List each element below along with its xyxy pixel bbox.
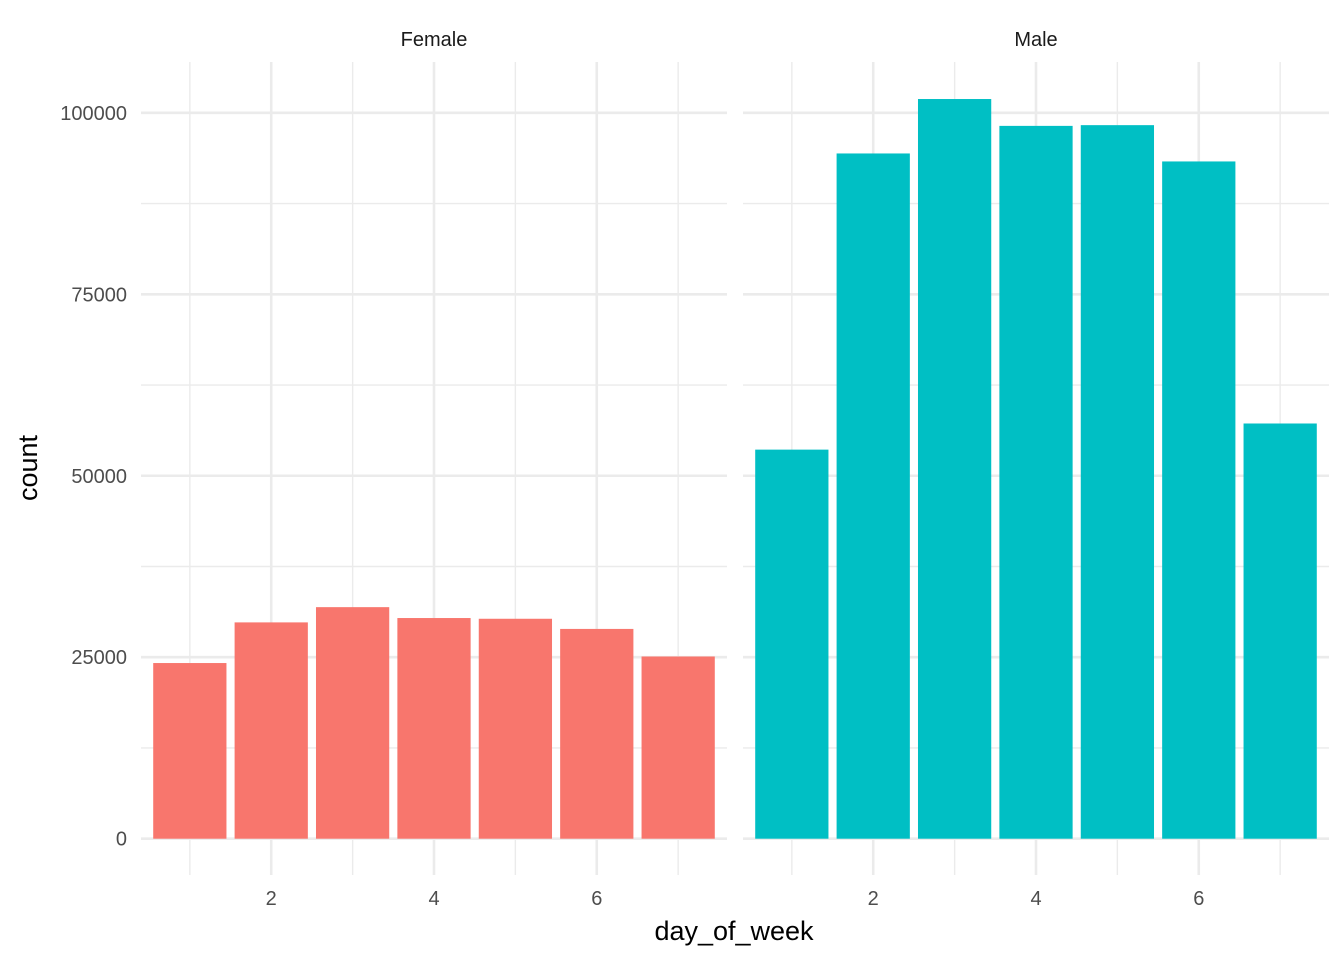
y-tick-label: 100000 bbox=[60, 103, 127, 125]
bar-male-day-1 bbox=[755, 449, 829, 839]
bar-female-day-7 bbox=[641, 656, 715, 839]
facet-strip-label: Male bbox=[1014, 29, 1057, 51]
bar-male-day-7 bbox=[1243, 423, 1317, 839]
bar-male-day-5 bbox=[1080, 125, 1155, 839]
bar-female-day-2 bbox=[234, 622, 308, 839]
facet-strip-label: Female bbox=[401, 29, 468, 51]
bar-female-day-5 bbox=[478, 618, 553, 839]
x-tick-label: 2 bbox=[266, 888, 277, 910]
y-tick-label: 25000 bbox=[71, 647, 127, 669]
x-tick-label: 6 bbox=[591, 888, 602, 910]
x-tick-label: 4 bbox=[1030, 888, 1041, 910]
facet-panel-female: 2 4 6 Female bbox=[141, 29, 727, 910]
y-tick-label: 0 bbox=[116, 829, 127, 851]
bar-male-day-2 bbox=[836, 153, 910, 839]
bar-male-day-3 bbox=[917, 99, 992, 839]
y-tick-label: 75000 bbox=[71, 284, 127, 306]
bar-female-day-4 bbox=[397, 618, 471, 839]
bar-female-day-3 bbox=[315, 607, 390, 839]
bar-female-day-1 bbox=[153, 663, 227, 839]
bar-male-day-4 bbox=[999, 125, 1073, 839]
y-axis-tick-labels: 0 25000 50000 75000 100000 bbox=[60, 103, 127, 851]
x-tick-label: 6 bbox=[1193, 888, 1204, 910]
facet-panel-male: 2 4 6 Male bbox=[743, 29, 1329, 910]
x-tick-label: 4 bbox=[428, 888, 439, 910]
y-axis-title: count bbox=[13, 434, 43, 501]
y-tick-label: 50000 bbox=[71, 466, 127, 488]
bar-female-day-6 bbox=[560, 628, 634, 839]
x-tick-label: 2 bbox=[868, 888, 879, 910]
x-axis-title: day_of_week bbox=[654, 916, 814, 946]
facet-panels: 2 4 6 Female 2 4 6 Male bbox=[141, 29, 1329, 910]
bar-male-day-6 bbox=[1162, 161, 1236, 839]
